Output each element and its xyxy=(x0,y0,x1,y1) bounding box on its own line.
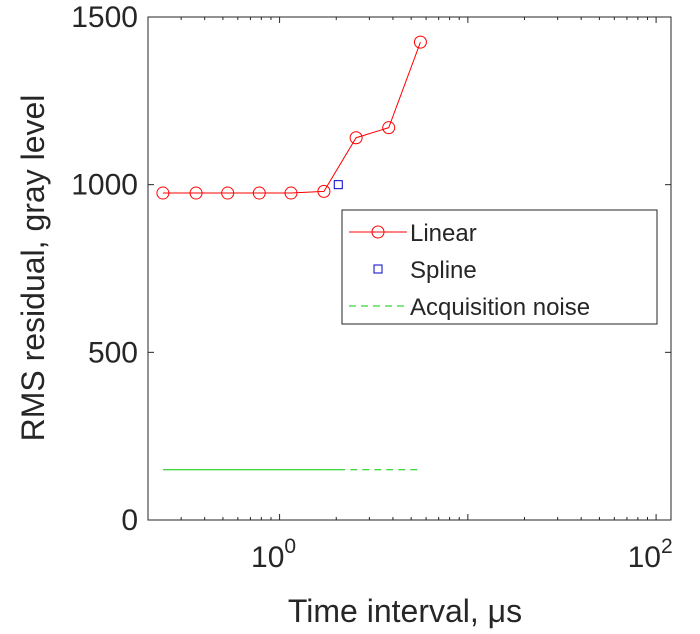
legend: Linear Spline Acquisition noise xyxy=(341,209,658,325)
linear-series-point xyxy=(413,35,427,49)
x-tick-label: 100 xyxy=(251,535,296,574)
legend-linear-marker xyxy=(371,225,385,239)
x-axis-label: Time interval, μs xyxy=(288,593,522,629)
legend-spline-marker xyxy=(373,264,383,274)
linear-series-point xyxy=(349,131,363,145)
linear-series-point xyxy=(156,186,170,200)
linear-series-point xyxy=(189,186,203,200)
y-tick-label: 1500 xyxy=(71,1,138,34)
y-tick-label: 0 xyxy=(121,504,138,537)
y-tick-label: 1000 xyxy=(71,169,138,202)
legend-noise-label: Acquisition noise xyxy=(410,294,590,321)
linear-series-point xyxy=(284,186,298,200)
x-axis-ticks: 100 102 xyxy=(147,17,673,574)
legend-box xyxy=(341,209,658,325)
linear-series-point xyxy=(252,186,266,200)
x-tick-label: 102 xyxy=(628,535,673,574)
legend-spline-label: Spline xyxy=(410,257,477,284)
spline-series-point xyxy=(333,180,343,190)
linear-series-point xyxy=(317,184,331,198)
y-tick-label: 500 xyxy=(88,336,138,369)
series-layer xyxy=(156,35,427,471)
y-axis-ticks: 0 500 1000 1500 xyxy=(71,1,671,537)
linear-series-point xyxy=(221,186,235,200)
legend-linear-label: Linear xyxy=(410,220,477,247)
y-axis-label: RMS residual, gray level xyxy=(15,95,51,442)
linear-series-point xyxy=(382,121,396,135)
linear-series-line xyxy=(162,41,421,194)
